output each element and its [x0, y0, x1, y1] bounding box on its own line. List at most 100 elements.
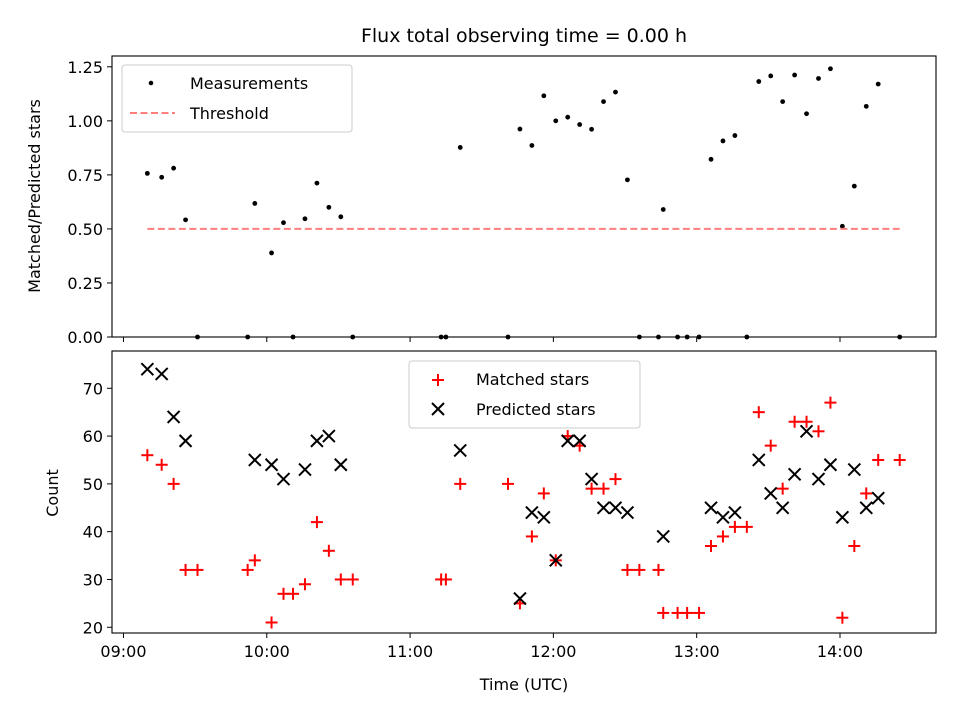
legend-predicted-label: Predicted stars [476, 400, 596, 419]
matched-stars-point [248, 554, 261, 567]
matched-stars-point [454, 477, 467, 490]
legend-measurements-marker [148, 80, 154, 86]
y-tick-label: 1.00 [67, 112, 103, 131]
predicted-stars-point [584, 472, 599, 486]
matched-stars-point [740, 520, 753, 533]
matched-stars-point [860, 487, 873, 500]
y-tick-label: 60 [83, 427, 103, 446]
measurements-point [589, 126, 594, 132]
ratio-axes-frame [111, 55, 937, 338]
count-plot-area [140, 362, 906, 629]
matched-stars-point [609, 473, 622, 486]
matched-stars-point [681, 606, 694, 619]
measurements-point [326, 204, 332, 210]
matched-stars-point [705, 540, 718, 553]
predicted-stars-point [811, 472, 826, 486]
count-legend: Matched stars Predicted stars [408, 360, 641, 429]
matched-stars-point [334, 573, 347, 586]
measurements-point [804, 111, 809, 117]
measurements-point [338, 214, 344, 220]
ratio-legend-box [121, 64, 353, 133]
predicted-stars-point [775, 501, 790, 515]
legend-matched-label: Matched stars [476, 370, 589, 389]
y-tick-label: 50 [83, 475, 103, 494]
matched-stars-point [621, 563, 634, 576]
matched-stars-point [836, 611, 849, 624]
matched-stars-point [167, 477, 180, 490]
matched-stars-point [298, 578, 311, 591]
matched-stars-point [800, 415, 813, 428]
matched-stars-point [848, 540, 861, 553]
matched-stars-point [812, 425, 825, 438]
measurements-point [780, 99, 786, 105]
predicted-stars-point [716, 510, 730, 525]
y-tick-label: 0.75 [67, 166, 103, 185]
predicted-stars-point [847, 462, 862, 477]
predicted-stars-point [764, 486, 778, 501]
count-panel: Count Time (UTC) 20 30 40 50 60 70 09:00 10:00 1… [43, 350, 937, 694]
matched-stars-point [728, 520, 741, 533]
measurements-point [159, 174, 165, 180]
predicted-stars-point [166, 410, 181, 424]
ratio-axis-ticks: 0.00 0.25 0.50 0.75 1.00 1.25 [67, 58, 841, 347]
legend-measurements-label: Measurements [190, 74, 308, 93]
measurements-point [457, 145, 463, 150]
count-legend-box [408, 360, 641, 429]
legend-threshold-label: Threshold [189, 104, 269, 123]
measurements-point [269, 250, 274, 256]
predicted-stars-point [728, 505, 742, 520]
matched-stars-point [788, 415, 801, 428]
y-axis-label-ratio: Matched/Predicted stars [25, 99, 44, 293]
matched-stars-point [824, 396, 837, 409]
y-tick-label: 0.25 [67, 274, 103, 293]
predicted-stars-point [334, 458, 348, 472]
measurements-point [252, 201, 258, 206]
predicted-stars-point [264, 458, 279, 472]
measurements-point [577, 122, 583, 127]
predicted-stars-point [322, 429, 336, 443]
y-tick-label: 0.00 [67, 328, 103, 347]
measurements-point [732, 133, 738, 138]
measurements-point [529, 143, 535, 148]
matched-stars-point [439, 573, 452, 586]
matched-stars-point [241, 563, 254, 576]
ratio-legend: Measurements Threshold [121, 64, 353, 133]
measurements-point [281, 220, 286, 226]
count-axis-ticks: 20 30 40 50 60 70 09:00 10:00 11:00 12:00 13:00 14:… [83, 379, 863, 661]
y-tick-label: 1.25 [67, 58, 103, 77]
legend-predicted-marker [431, 402, 445, 416]
matched-stars-point [322, 544, 335, 557]
predicted-stars-point [549, 553, 563, 568]
x-axis-label: Time (UTC) [479, 675, 568, 694]
measurements-point [828, 66, 833, 72]
predicted-stars-point [871, 491, 885, 505]
measurements-point [863, 103, 869, 109]
matched-stars-point [633, 563, 646, 576]
matched-stars-point [872, 453, 885, 466]
measurements-point [183, 217, 188, 223]
y-tick-label: 0.50 [67, 220, 103, 239]
legend-matched-marker [432, 374, 444, 386]
predicted-stars-point [310, 434, 324, 448]
y-tick-label: 30 [83, 570, 103, 589]
predicted-stars-point [298, 462, 312, 477]
y-axis-label-count: Count [43, 469, 62, 517]
predicted-stars-point [620, 505, 635, 520]
matched-stars-point [693, 606, 706, 619]
predicted-stars-point [537, 510, 551, 525]
matched-stars-point [893, 453, 906, 466]
predicted-stars-point [140, 362, 155, 376]
predicted-stars-point [823, 458, 838, 472]
predicted-stars-point [752, 453, 766, 467]
measurements-point [839, 223, 845, 229]
measurements-point [144, 170, 150, 176]
matched-stars-point [776, 482, 789, 495]
matched-stars-point [652, 563, 665, 576]
measurements-point [613, 89, 618, 95]
matched-stars-point [716, 530, 729, 543]
measurements-point [708, 156, 714, 162]
x-tick-label: 14:00 [817, 642, 863, 661]
x-tick-label: 11:00 [387, 642, 433, 661]
matched-stars-point [346, 573, 359, 586]
